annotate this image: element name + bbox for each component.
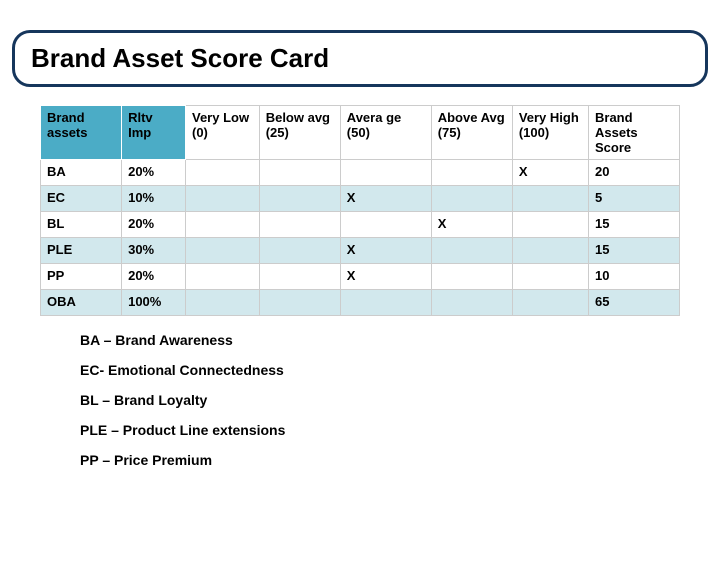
cell-abv [431,238,512,264]
cell-imp: 20% [122,160,186,186]
col-header-asset: Brand assets [41,106,122,160]
col-header-below-avg: Below avg (25) [259,106,340,160]
cell-imp: 100% [122,290,186,316]
cell-asset: BL [41,212,122,238]
cell-vl [185,290,259,316]
cell-imp: 20% [122,264,186,290]
legend-item: PP – Price Premium [80,452,720,468]
cell-avg [340,212,431,238]
table-row: BL 20% X 15 [41,212,680,238]
legend-item: BL – Brand Loyalty [80,392,720,408]
cell-abv [431,186,512,212]
cell-abv [431,264,512,290]
cell-vh [512,238,588,264]
page-title: Brand Asset Score Card [31,43,689,74]
cell-abv [431,290,512,316]
cell-imp: 10% [122,186,186,212]
col-header-score: Brand Assets Score [589,106,680,160]
cell-vl [185,212,259,238]
cell-score: 15 [589,212,680,238]
col-header-imp: Rltv Imp [122,106,186,160]
cell-vh [512,212,588,238]
cell-abv [431,160,512,186]
cell-score: 10 [589,264,680,290]
cell-avg [340,290,431,316]
table-row: EC 10% X 5 [41,186,680,212]
cell-score: 20 [589,160,680,186]
cell-abv: X [431,212,512,238]
cell-imp: 30% [122,238,186,264]
cell-score: 15 [589,238,680,264]
cell-score: 5 [589,186,680,212]
cell-vl [185,264,259,290]
cell-vh: X [512,160,588,186]
table-row: PP 20% X 10 [41,264,680,290]
title-container: Brand Asset Score Card [12,30,708,87]
table-header-row: Brand assets Rltv Imp Very Low (0) Below… [41,106,680,160]
cell-vh [512,290,588,316]
cell-imp: 20% [122,212,186,238]
legend: BA – Brand Awareness EC- Emotional Conne… [80,332,720,468]
col-header-very-high: Very High (100) [512,106,588,160]
cell-vl [185,186,259,212]
cell-blw [259,264,340,290]
cell-avg [340,160,431,186]
cell-vl [185,160,259,186]
table-row: OBA 100% 65 [41,290,680,316]
legend-item: EC- Emotional Connectedness [80,362,720,378]
table-row: BA 20% X 20 [41,160,680,186]
score-table: Brand assets Rltv Imp Very Low (0) Below… [40,105,680,316]
col-header-very-low: Very Low (0) [185,106,259,160]
cell-asset: EC [41,186,122,212]
cell-score: 65 [589,290,680,316]
cell-blw [259,160,340,186]
cell-asset: OBA [41,290,122,316]
cell-vl [185,238,259,264]
cell-blw [259,212,340,238]
col-header-above-avg: Above Avg (75) [431,106,512,160]
cell-asset: PLE [41,238,122,264]
cell-avg: X [340,238,431,264]
table-row: PLE 30% X 15 [41,238,680,264]
cell-avg: X [340,264,431,290]
col-header-average: Avera ge (50) [340,106,431,160]
cell-asset: BA [41,160,122,186]
legend-item: PLE – Product Line extensions [80,422,720,438]
cell-vh [512,264,588,290]
cell-asset: PP [41,264,122,290]
cell-blw [259,186,340,212]
cell-blw [259,290,340,316]
cell-avg: X [340,186,431,212]
legend-item: BA – Brand Awareness [80,332,720,348]
cell-vh [512,186,588,212]
cell-blw [259,238,340,264]
